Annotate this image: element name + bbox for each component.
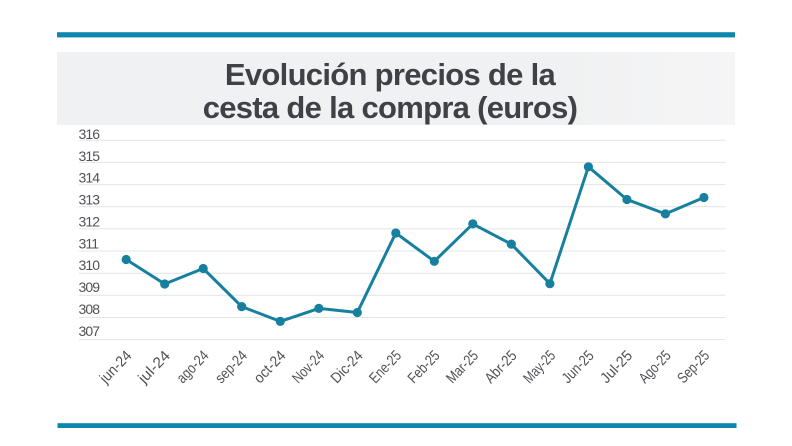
svg-text:308: 308 <box>79 301 101 317</box>
svg-text:312: 312 <box>79 213 101 229</box>
svg-text:Jul-25: Jul-25 <box>597 347 636 387</box>
svg-text:310: 310 <box>79 257 101 273</box>
svg-text:Jun-25: Jun-25 <box>559 347 598 387</box>
svg-text:cesta de la compra (euros): cesta de la compra (euros) <box>203 90 578 125</box>
svg-text:Dic-24: Dic-24 <box>328 347 367 387</box>
svg-text:313: 313 <box>79 192 101 208</box>
svg-text:Nov-24: Nov-24 <box>289 347 328 387</box>
svg-text:Ene-25: Ene-25 <box>366 347 405 387</box>
svg-text:Feb-25: Feb-25 <box>405 347 444 387</box>
svg-text:309: 309 <box>79 279 101 295</box>
svg-text:Abr-25: Abr-25 <box>482 347 521 387</box>
svg-text:ago-24: ago-24 <box>173 347 212 387</box>
svg-text:sep-24: sep-24 <box>212 347 251 387</box>
svg-text:jun-24: jun-24 <box>96 347 136 387</box>
svg-text:316: 316 <box>79 126 101 142</box>
svg-text:Evolución precios de la: Evolución precios de la <box>225 57 557 92</box>
svg-text:jul-24: jul-24 <box>134 347 174 387</box>
svg-text:311: 311 <box>79 235 100 251</box>
svg-text:314: 314 <box>79 170 101 186</box>
svg-text:307: 307 <box>79 323 101 339</box>
svg-text:Ago-25: Ago-25 <box>636 347 675 387</box>
svg-text:Mar-25: Mar-25 <box>443 347 482 387</box>
svg-text:May-25: May-25 <box>520 347 559 387</box>
svg-text:Sep-25: Sep-25 <box>674 347 713 387</box>
svg-text:oct-24: oct-24 <box>251 347 290 387</box>
svg-text:315: 315 <box>79 148 101 164</box>
